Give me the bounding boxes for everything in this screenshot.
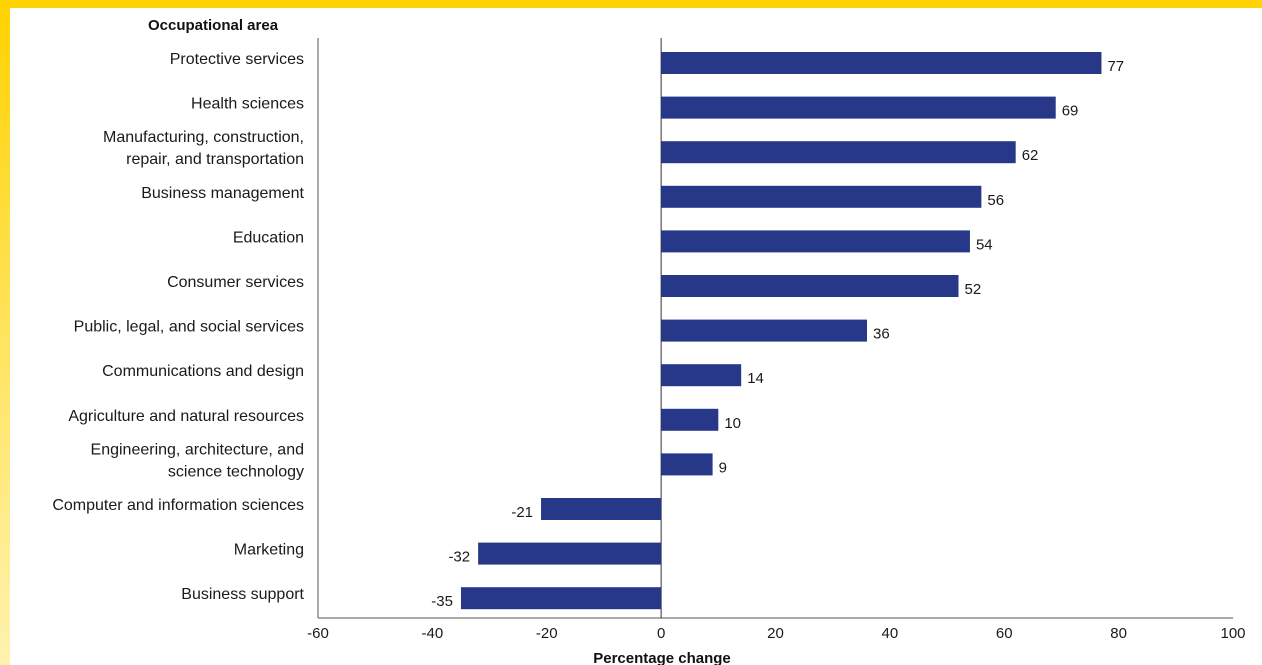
bar — [661, 185, 982, 208]
value-labels-group: 77 69 62 56 54 52 36 14 10 9 -21 -32 -35 — [431, 58, 1124, 610]
category-label: Engineering, architecture, and science te… — [91, 441, 304, 480]
chart-panel: Occupational area Percentage change Prot… — [10, 8, 1262, 665]
value-label: 9 — [719, 459, 727, 476]
value-label: 62 — [1022, 147, 1039, 164]
bar — [478, 542, 662, 565]
value-label: 56 — [987, 192, 1004, 209]
x-tick-label: 0 — [657, 625, 665, 642]
x-ticks-group: -60 -40 -20 0 20 40 60 80 100 — [307, 625, 1245, 642]
bar — [661, 364, 742, 387]
x-tick-label: 20 — [767, 625, 784, 642]
x-axis-title: Percentage change — [593, 650, 731, 665]
value-label: -32 — [448, 549, 470, 566]
x-tick-label: -40 — [422, 625, 444, 642]
value-label: -21 — [511, 504, 533, 521]
bar — [661, 141, 1016, 164]
bars-group — [460, 52, 1102, 610]
category-label: Business support — [181, 586, 304, 603]
bar — [661, 453, 713, 476]
value-label: 10 — [724, 415, 741, 432]
bar — [661, 52, 1102, 74]
value-label: 36 — [873, 326, 890, 343]
category-label: Agriculture and natural resources — [68, 408, 304, 425]
bar — [661, 230, 970, 253]
category-label: Consumer services — [167, 274, 304, 291]
bar — [661, 408, 719, 431]
x-tick-label: -20 — [536, 625, 558, 642]
category-label: Education — [233, 229, 304, 246]
category-label: Marketing — [234, 542, 304, 559]
x-tick-label: -60 — [307, 625, 329, 642]
value-label: 69 — [1062, 103, 1079, 120]
bar — [661, 96, 1056, 119]
value-label: 52 — [965, 281, 982, 298]
category-label: Communications and design — [102, 363, 304, 380]
bar — [460, 587, 662, 610]
x-tick-label: 80 — [1110, 625, 1127, 642]
value-label: 14 — [747, 370, 764, 387]
x-tick-label: 100 — [1220, 625, 1245, 642]
category-label: Public, legal, and social services — [74, 319, 304, 336]
value-label: -35 — [431, 593, 453, 610]
bar-chart: Occupational area Percentage change Prot… — [52, 17, 1245, 665]
value-label: 54 — [976, 236, 993, 253]
category-label: Business management — [141, 185, 304, 202]
x-tick-label: 40 — [882, 625, 899, 642]
category-label: Health sciences — [191, 96, 304, 113]
bar — [541, 498, 662, 520]
category-label: Computer and information sciences — [52, 497, 304, 514]
bar — [661, 275, 959, 297]
value-label: 77 — [1107, 58, 1124, 75]
category-label: Protective services — [170, 51, 304, 68]
bar — [661, 319, 867, 342]
y-axis-title: Occupational area — [148, 17, 279, 34]
category-label: Manufacturing, construction, repair, and … — [103, 129, 304, 168]
x-tick-label: 60 — [996, 625, 1013, 642]
category-labels-group: Protective services Health sciences Manufa… — [52, 51, 304, 603]
